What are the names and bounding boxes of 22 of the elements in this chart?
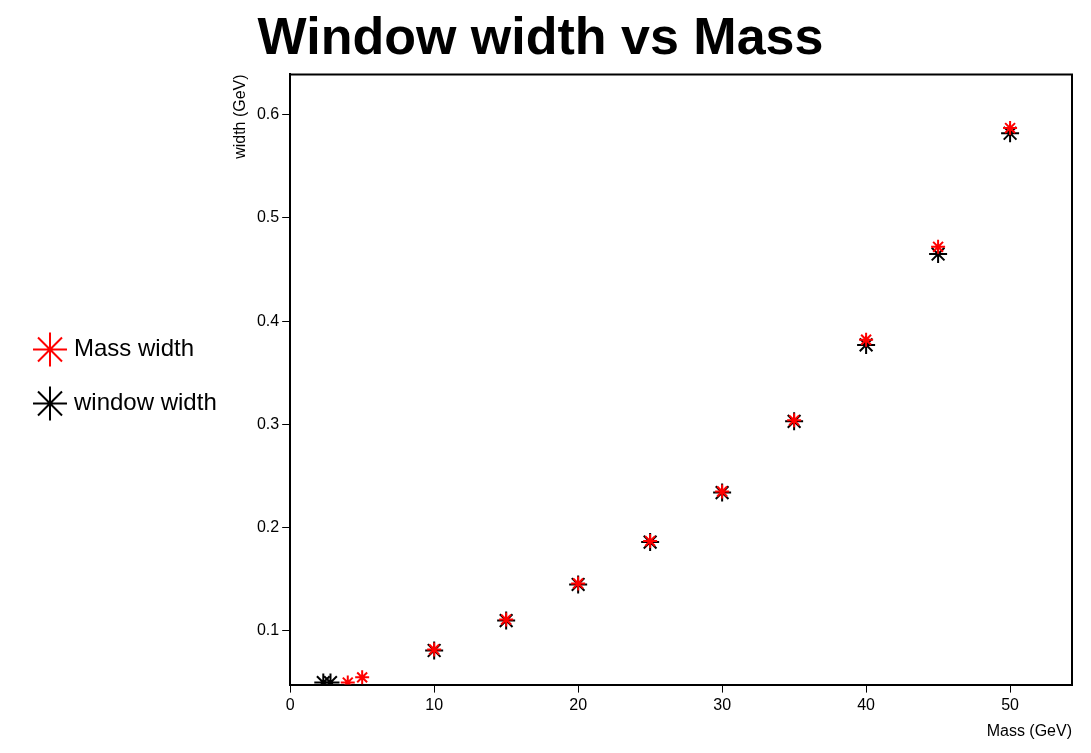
x-tick-label: 20: [569, 695, 588, 713]
y-tick-label: 0.3: [256, 414, 280, 432]
x-tick-label: 50: [1001, 695, 1020, 713]
point: [858, 331, 875, 348]
point: [930, 238, 947, 255]
y-tick-label: 0.4: [256, 311, 280, 329]
y-axis-title: width (GeV): [230, 74, 248, 160]
point: [354, 669, 371, 685]
legend-label: window width: [73, 388, 217, 416]
point: [1002, 120, 1019, 137]
x-tick-label: 40: [857, 695, 876, 713]
legend-label: Mass width: [74, 334, 195, 362]
y-tick-label: 0.2: [256, 518, 280, 536]
chart-title: Window width vs Mass: [257, 6, 824, 65]
x-axis-title: Mass (GeV): [986, 721, 1072, 739]
y-tick-label: 0.6: [256, 105, 280, 123]
y-tick-label: 0.5: [256, 208, 280, 226]
x-tick-label: 30: [713, 695, 732, 713]
x-tick-label: 10: [425, 695, 444, 713]
y-tick-label: 0.1: [256, 621, 280, 639]
x-tick-label: 0: [285, 695, 295, 713]
point: [1000, 123, 1021, 144]
